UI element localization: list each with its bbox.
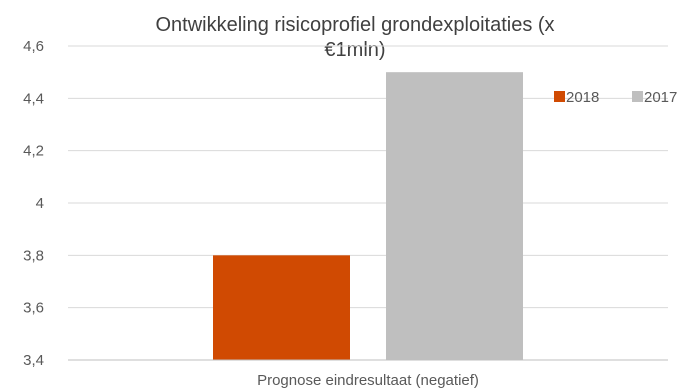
y-tick-label: 3,6 [23, 300, 44, 317]
x-axis-tick-labels: Prognose eindresultaat (negatief) [257, 372, 479, 389]
legend-swatch-2018 [554, 91, 565, 102]
y-tick-label: 3,4 [23, 352, 44, 369]
y-tick-label: 4,6 [23, 38, 44, 55]
y-tick-label: 3,8 [23, 247, 44, 264]
chart-title-line-1: Ontwikkeling risicoprofiel grondexploita… [155, 14, 554, 36]
chart-title-line-2: €1mln) [324, 39, 385, 61]
bar-2017 [386, 72, 523, 361]
bars [213, 72, 523, 361]
bar-2018 [213, 255, 350, 360]
y-tick-label: 4,2 [23, 143, 44, 160]
y-axis-tick-labels: 3,4 3,6 3,8 4 4,2 4,4 4,6 [23, 38, 44, 369]
legend: 2018 2017 [554, 89, 677, 106]
x-tick-label: Prognose eindresultaat (negatief) [257, 372, 479, 389]
legend-label-2018: 2018 [566, 89, 599, 106]
chart-title: Ontwikkeling risicoprofiel grondexploita… [155, 14, 554, 61]
legend-swatch-2017 [632, 91, 643, 102]
y-tick-label: 4 [36, 195, 44, 212]
legend-label-2017: 2017 [644, 89, 677, 106]
y-tick-label: 4,4 [23, 90, 44, 107]
gridlines [68, 45, 668, 309]
